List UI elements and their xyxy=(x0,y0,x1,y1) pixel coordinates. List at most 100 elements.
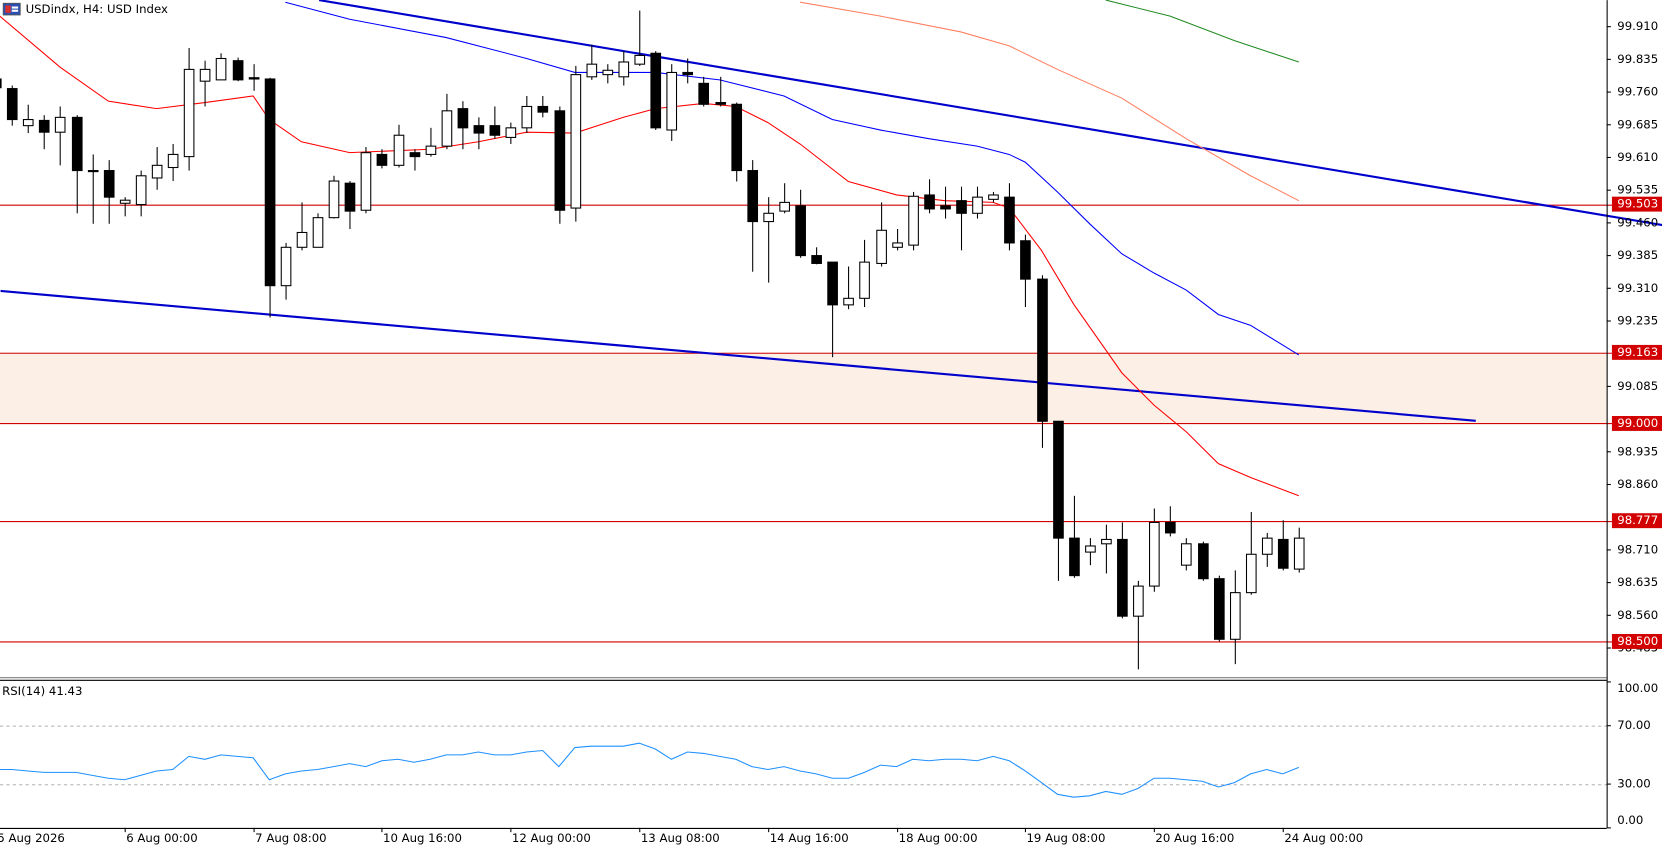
rsi-line xyxy=(0,742,1300,798)
candle-body xyxy=(1020,240,1031,280)
candle-body xyxy=(924,194,935,210)
candle-body xyxy=(328,180,340,219)
candle-body xyxy=(489,125,501,136)
candle-body xyxy=(183,68,195,158)
moving-average xyxy=(285,1,1300,356)
candle-body xyxy=(698,82,710,105)
candle-body xyxy=(779,201,790,212)
level-label-box xyxy=(1611,344,1662,360)
candle-body xyxy=(425,145,437,155)
x-tick-label: 20 Aug 16:00 xyxy=(1155,831,1234,845)
candle-body xyxy=(618,61,630,78)
level-label-box xyxy=(1611,634,1662,649)
candle-body xyxy=(441,110,453,147)
x-tick-label: 19 Aug 08:00 xyxy=(1026,831,1105,845)
icon-frame xyxy=(2,2,21,16)
candle-body xyxy=(827,261,838,306)
candle-body xyxy=(988,194,999,200)
candle-body xyxy=(1004,196,1015,244)
moving-average xyxy=(0,15,1299,497)
y-tick-label: 30.00 xyxy=(1617,777,1651,791)
icon-part xyxy=(11,9,19,12)
candle-body xyxy=(1229,592,1241,640)
y-tick-label: 98.635 xyxy=(1617,575,1658,589)
candle-body xyxy=(376,153,388,166)
candle-body xyxy=(1245,553,1257,594)
level-label: 98.500 xyxy=(1617,634,1658,648)
trendline xyxy=(0,289,1476,422)
x-tick-label: 14 Aug 16:00 xyxy=(770,831,849,845)
candle-body xyxy=(843,297,854,306)
candle-body xyxy=(1053,420,1064,539)
trendline xyxy=(318,0,1662,227)
x-tick-label: 13 Aug 08:00 xyxy=(641,831,720,845)
candle-body xyxy=(1198,543,1209,580)
candle-body xyxy=(876,229,887,264)
candle-body xyxy=(505,127,517,138)
candle-body xyxy=(570,74,582,209)
x-tick-label: 7 Aug 08:00 xyxy=(255,831,326,845)
y-tick-label: 70.00 xyxy=(1617,718,1651,732)
zone xyxy=(0,352,1607,424)
candle-body xyxy=(457,108,469,129)
candle-body xyxy=(409,152,421,158)
candle-body xyxy=(715,102,727,105)
x-tick-label: 24 Aug 00:00 xyxy=(1284,831,1363,845)
candle-body xyxy=(1293,537,1305,570)
candle-body xyxy=(248,77,260,80)
candle-body xyxy=(650,52,662,129)
candle-body xyxy=(908,195,919,246)
candle-body xyxy=(731,103,743,172)
candle-body xyxy=(473,125,485,134)
candle-body xyxy=(586,63,598,78)
x-tick-label: 6 Aug 00:00 xyxy=(126,831,197,845)
candle-body xyxy=(71,116,83,172)
candle-body xyxy=(344,182,356,212)
candle-body xyxy=(1149,521,1160,587)
candle-body xyxy=(940,205,951,210)
level-label: 99.000 xyxy=(1617,416,1658,430)
moving-average xyxy=(800,1,1300,202)
candle-body xyxy=(22,119,34,127)
level-label-box xyxy=(1611,415,1662,431)
candle-body xyxy=(393,134,405,166)
candle-body xyxy=(54,116,66,133)
y-tick-label: 99.910 xyxy=(1617,19,1658,33)
candle-body xyxy=(232,60,244,81)
y-tick-label: 99.535 xyxy=(1617,183,1658,197)
candle-body xyxy=(0,78,2,89)
moving-average xyxy=(1105,0,1299,63)
candle-body xyxy=(795,205,806,257)
candle-body xyxy=(666,71,678,131)
candle-body xyxy=(1261,537,1273,555)
symbol-icon xyxy=(2,2,21,16)
candle-body xyxy=(747,170,759,223)
level-label: 99.503 xyxy=(1617,197,1658,211)
level-label: 98.777 xyxy=(1617,513,1658,527)
candle-body xyxy=(280,246,292,287)
y-tick-label: 99.835 xyxy=(1617,52,1658,66)
candle-body xyxy=(215,57,227,81)
candle-body xyxy=(972,196,983,214)
candle-body xyxy=(1117,538,1128,617)
y-tick-label: 99.760 xyxy=(1617,85,1658,99)
candle-body xyxy=(1164,521,1176,534)
x-tick-label: 10 Aug 16:00 xyxy=(383,831,462,845)
rsi-title: RSI(14) 41.43 xyxy=(2,684,82,698)
icon-part xyxy=(5,5,11,13)
y-tick-label: 99.085 xyxy=(1617,379,1658,393)
candle-body xyxy=(811,255,822,264)
candle-body xyxy=(1214,578,1225,640)
candle-body xyxy=(537,105,549,113)
y-tick-label: 98.860 xyxy=(1617,477,1658,491)
level-label-box xyxy=(1611,513,1662,529)
icon-part xyxy=(11,6,19,9)
x-tick-label: 12 Aug 00:00 xyxy=(512,831,591,845)
candle-body xyxy=(1277,538,1289,569)
level-label-box xyxy=(1611,196,1662,212)
y-tick-label: 100.00 xyxy=(1617,681,1658,695)
